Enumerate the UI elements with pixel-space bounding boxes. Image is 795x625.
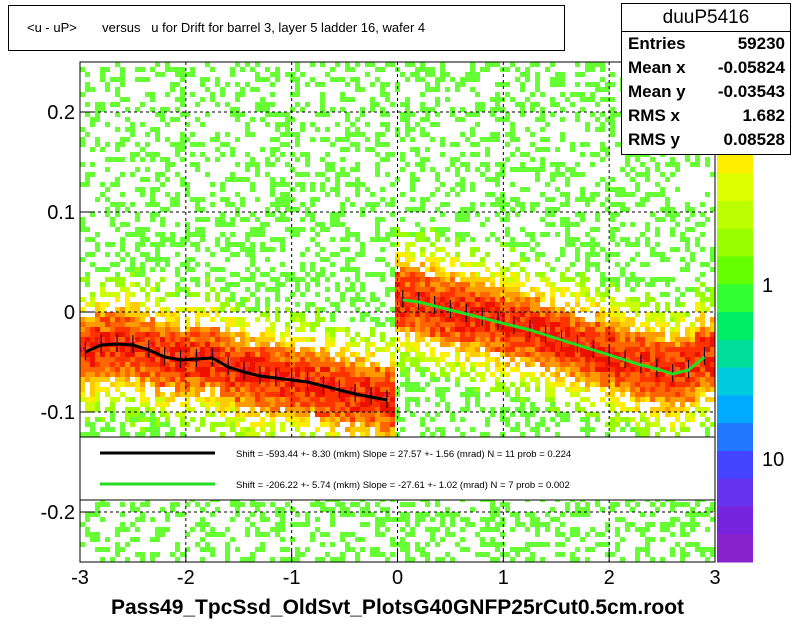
stats-row-mean-x: Mean x -0.05824 (628, 58, 785, 82)
legend-text: Shift = -206.22 +- 5.74 (mkm) Slope = -2… (236, 480, 570, 491)
y-tick-label: -0.1 (41, 402, 75, 424)
palette-cell (717, 312, 753, 341)
x-tick-label: -3 (71, 567, 89, 589)
palette-cell (717, 256, 753, 285)
stats-value: -0.05824 (717, 58, 785, 77)
stats-label: RMS y (628, 130, 680, 149)
fit-legend: Shift = -593.44 +- 8.30 (mkm) Slope = 27… (79, 436, 716, 501)
x-tick-label: 1 (498, 567, 509, 589)
palette-cell (717, 284, 753, 313)
stats-value: 1.682 (742, 106, 785, 125)
fit-line-black-profile (84, 342, 388, 402)
x-tick-label: -1 (283, 567, 301, 589)
palette-cell (717, 506, 753, 535)
stats-label: Mean x (628, 58, 686, 77)
palette-cell (717, 200, 753, 230)
x-tick-label: 0 (392, 567, 403, 589)
legend-box (79, 436, 716, 501)
palette-cell (717, 228, 753, 257)
y-tick-label: 0.2 (47, 102, 75, 124)
stats-label: Entries (628, 34, 686, 53)
x-tick-label: 2 (604, 567, 615, 589)
x-tick-label: -2 (177, 567, 195, 589)
x-tick-label: 3 (709, 567, 720, 589)
y-tick-label: 0 (64, 302, 75, 324)
stats-row-rms-x: RMS x 1.682 (628, 106, 785, 130)
palette-tick-label: 10 (762, 449, 784, 471)
stats-row-mean-y: Mean y -0.03543 (628, 82, 785, 106)
palette-cell (717, 173, 753, 202)
palette-cell (717, 367, 753, 396)
stats-histogram-name: duuP5416 (622, 4, 790, 32)
palette-cell (717, 478, 753, 507)
series-layer (81, 290, 708, 408)
palette-cell (717, 339, 753, 369)
stats-value: 59230 (737, 34, 785, 53)
stats-row-entries: Entries 59230 (628, 34, 785, 58)
stats-label: RMS x (628, 106, 680, 125)
chart-title: <u - uP> versus u for Drift for barrel 3… (27, 20, 426, 35)
title-box: <u - uP> versus u for Drift for barrel 3… (8, 5, 565, 51)
palette-cell (717, 450, 753, 480)
stats-row-rms-y: RMS y 0.08528 (628, 130, 785, 154)
palette-cell (717, 395, 753, 424)
stats-label: Mean y (628, 82, 686, 101)
palette-cell (717, 423, 753, 452)
palette-cell (717, 534, 753, 563)
x-axis-title: Pass49_TpcSsd_OldSvt_PlotsG40GNFP25rCut0… (110, 596, 685, 619)
y-tick-label: 0.1 (47, 202, 75, 224)
palette-tick-label: 1 (762, 275, 773, 297)
stats-value: -0.03543 (717, 82, 785, 101)
fit-line-green-profile (402, 298, 706, 376)
y-tick-label: -0.2 (41, 502, 75, 524)
legend-text: Shift = -593.44 +- 8.30 (mkm) Slope = 27… (236, 449, 571, 460)
stats-box: duuP5416 Entries 59230 Mean x -0.05824 M… (621, 3, 791, 155)
axes: -3 -2 -1 0 1 2 3 -0.2 -0.1 0 0.1 0.2 (41, 102, 721, 589)
stats-value: 0.08528 (723, 130, 785, 149)
